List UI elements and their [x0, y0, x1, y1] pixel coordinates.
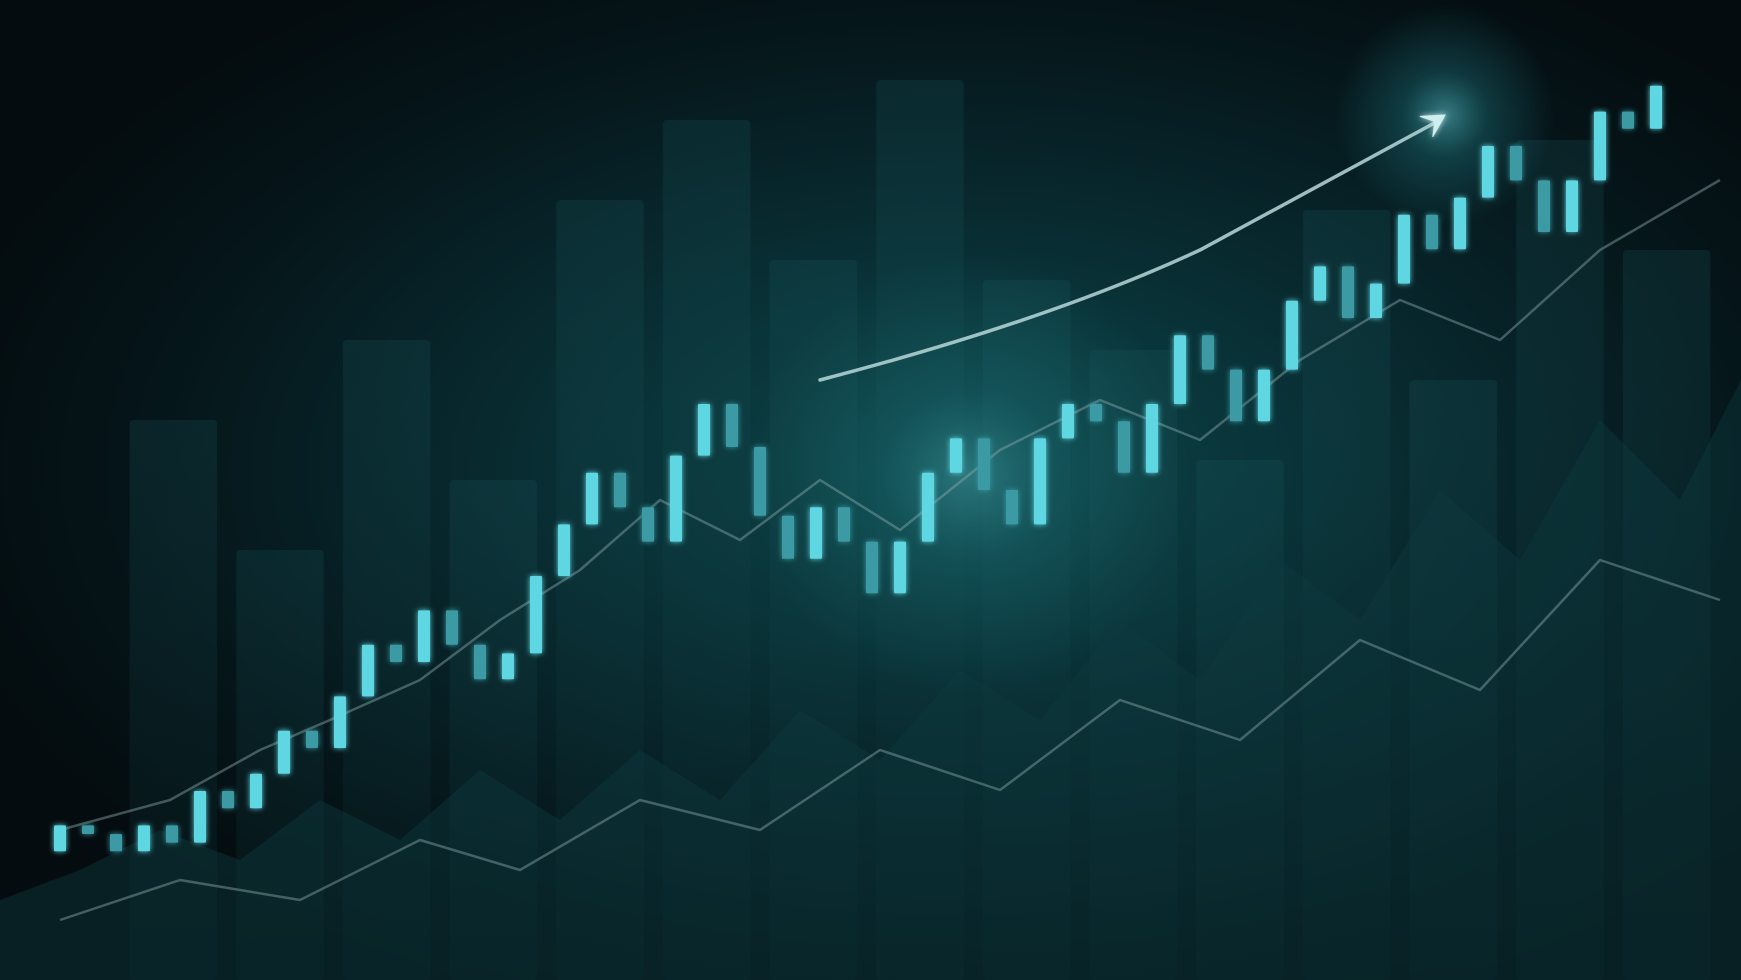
candle-body — [1146, 404, 1158, 473]
candle-body — [810, 507, 822, 559]
candle-body — [670, 456, 682, 542]
candle-body — [418, 610, 430, 662]
candle-body — [306, 731, 318, 748]
candle-body — [446, 610, 458, 644]
candle-body — [614, 473, 626, 507]
candle-body — [194, 791, 206, 843]
candle-body — [1538, 180, 1550, 232]
candle-body — [1566, 180, 1578, 232]
candle-body — [866, 542, 878, 594]
candle-body — [642, 507, 654, 541]
candle-body — [1398, 215, 1410, 284]
candle-body — [1510, 146, 1522, 180]
candle-body — [1622, 112, 1634, 129]
candle-body — [1118, 421, 1130, 473]
candle-body — [1202, 335, 1214, 369]
stock-chart-canvas — [0, 0, 1741, 980]
candle-body — [1258, 370, 1270, 422]
candle-body — [1454, 198, 1466, 250]
candle-body — [502, 653, 514, 679]
candle-body — [1370, 284, 1382, 318]
candle-body — [110, 834, 122, 851]
candle-body — [1426, 215, 1438, 249]
candle-body — [1482, 146, 1494, 198]
candle-body — [978, 438, 990, 490]
candle-body — [1342, 266, 1354, 318]
candle-body — [1034, 438, 1046, 524]
candle-body — [894, 542, 906, 594]
candle-body — [950, 438, 962, 472]
candle-body — [82, 825, 94, 834]
candle-body — [1230, 370, 1242, 422]
candle-body — [1594, 112, 1606, 181]
candle-body — [222, 791, 234, 808]
candle-body — [166, 825, 178, 842]
candle-body — [782, 516, 794, 559]
candle-body — [698, 404, 710, 456]
candle-body — [250, 774, 262, 808]
candle-body — [558, 524, 570, 576]
candle-body — [334, 696, 346, 748]
candle-body — [1006, 490, 1018, 524]
candle-body — [530, 576, 542, 653]
candle-body — [474, 645, 486, 679]
candle-body — [1062, 404, 1074, 438]
candle-body — [390, 645, 402, 662]
candle-body — [138, 825, 150, 851]
candle-body — [278, 731, 290, 774]
candle-body — [922, 473, 934, 542]
candle-body — [1090, 404, 1102, 421]
candle-body — [586, 473, 598, 525]
candle-body — [362, 645, 374, 697]
candle-body — [726, 404, 738, 447]
candle-body — [54, 825, 66, 851]
candle-body — [838, 507, 850, 541]
candle-body — [1174, 335, 1186, 404]
candle-body — [1650, 86, 1662, 129]
candle-body — [1314, 266, 1326, 300]
candle-body — [754, 447, 766, 516]
candle-body — [1286, 301, 1298, 370]
